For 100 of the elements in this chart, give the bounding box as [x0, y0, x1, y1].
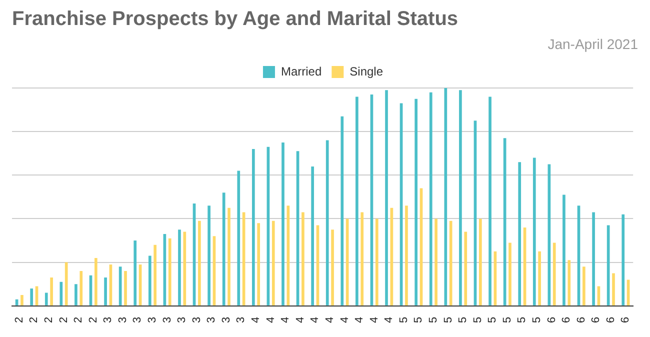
bar: [80, 271, 83, 306]
bar: [375, 218, 378, 306]
x-tick-label: 2: [43, 316, 55, 324]
bar: [44, 292, 48, 306]
x-tick-label: 6: [604, 316, 617, 324]
bar: [538, 251, 541, 306]
bar: [104, 278, 107, 306]
bar: [94, 258, 98, 306]
bar: [208, 206, 210, 306]
bar: [434, 218, 438, 306]
text: Jan-April 2021: [546, 36, 639, 54]
x-tick-label: 2: [87, 316, 100, 324]
bar: [429, 92, 432, 306]
x-tick-label: 3: [220, 316, 232, 324]
bar: [178, 230, 181, 306]
x-tick-label: 2: [58, 316, 70, 324]
bar: [168, 238, 172, 306]
x-tick-label: 6: [560, 316, 573, 324]
bar: [444, 88, 448, 306]
bar: [272, 220, 275, 306]
bar: [198, 220, 201, 306]
x-tick-label: 3: [146, 316, 159, 324]
bar: [532, 158, 536, 306]
bar: [405, 206, 408, 306]
bar: [622, 214, 625, 306]
bar: [252, 149, 255, 306]
x-tick-label: 5: [442, 316, 454, 324]
x-tick-label: 6: [590, 316, 602, 324]
bar: [356, 96, 358, 306]
x-tick-label: 3: [102, 316, 114, 324]
x-tick-label: 3: [176, 316, 188, 324]
bar: [257, 223, 260, 306]
bar: [449, 220, 452, 306]
bar: [478, 218, 482, 306]
x-tick-label: 4: [294, 316, 306, 324]
bar: [148, 256, 152, 306]
bar: [518, 162, 522, 306]
bar: [64, 262, 68, 306]
x-tick-label: 4: [338, 316, 351, 324]
bar: [282, 142, 284, 306]
bar: [237, 170, 240, 306]
x-tick-label: 3: [206, 316, 218, 324]
x-tick-label: 4: [368, 316, 380, 324]
x-tick-label: 5: [516, 316, 528, 324]
bar: [311, 166, 314, 306]
bar: [302, 212, 304, 306]
bar: [340, 116, 344, 306]
x-tick-label: 6: [546, 316, 558, 324]
bar: [183, 232, 186, 306]
bar: [459, 90, 462, 306]
bar: [552, 242, 556, 306]
x-tick-label: 5: [486, 316, 499, 324]
bar: [582, 266, 586, 306]
bar: [50, 278, 53, 306]
bar: [568, 260, 571, 306]
x-tick-label: 4: [264, 316, 277, 324]
x-tick-label: 5: [398, 316, 410, 324]
bar: [612, 273, 615, 306]
x-tick-label: 2: [28, 316, 40, 324]
legend-label: Single: [350, 64, 384, 78]
x-tick-label: 3: [132, 316, 144, 324]
x-tick-label: 4: [324, 316, 336, 324]
chart-title: Franchise Prospects by Age and Marital Status: [11, 8, 460, 32]
bar: [562, 194, 566, 306]
x-tick-label: 5: [472, 316, 484, 324]
x-tick-label: 4: [250, 316, 262, 324]
bar: [74, 284, 78, 306]
bar: [30, 288, 34, 306]
bar: [60, 282, 63, 306]
x-tick-label: 5: [531, 316, 544, 324]
x-tick-label: 3: [116, 316, 129, 324]
bar: [414, 98, 418, 306]
x-tick-label: 3: [190, 316, 203, 324]
x-tick-label: 2: [13, 316, 26, 324]
bar: [222, 192, 226, 306]
x-tick-label: 2: [72, 316, 85, 324]
x-tick-label: 6: [620, 316, 632, 324]
x-tick-label: 4: [280, 316, 292, 324]
bar: [385, 90, 388, 306]
bar: [286, 206, 290, 306]
x-tick-label: 3: [235, 316, 248, 324]
x-tick-label: 6: [575, 316, 588, 324]
bar: [331, 230, 334, 306]
bar: [154, 244, 156, 306]
x-tick-label: 4: [309, 316, 322, 324]
x-tick-label: 5: [501, 316, 514, 324]
x-tick-label: 5: [427, 316, 440, 324]
bar: [20, 294, 24, 306]
x-tick-label: 4: [354, 316, 366, 324]
legend-label: Married: [280, 64, 322, 78]
x-tick-label: 4: [383, 316, 396, 324]
bar: [592, 212, 595, 306]
bar: [124, 271, 127, 306]
x-tick-label: 5: [457, 316, 470, 324]
bar: [326, 140, 329, 306]
x-tick-label: 5: [412, 316, 425, 324]
bar: [134, 240, 137, 306]
bar: [228, 208, 230, 306]
bar: [464, 232, 468, 306]
bar: [360, 212, 364, 306]
